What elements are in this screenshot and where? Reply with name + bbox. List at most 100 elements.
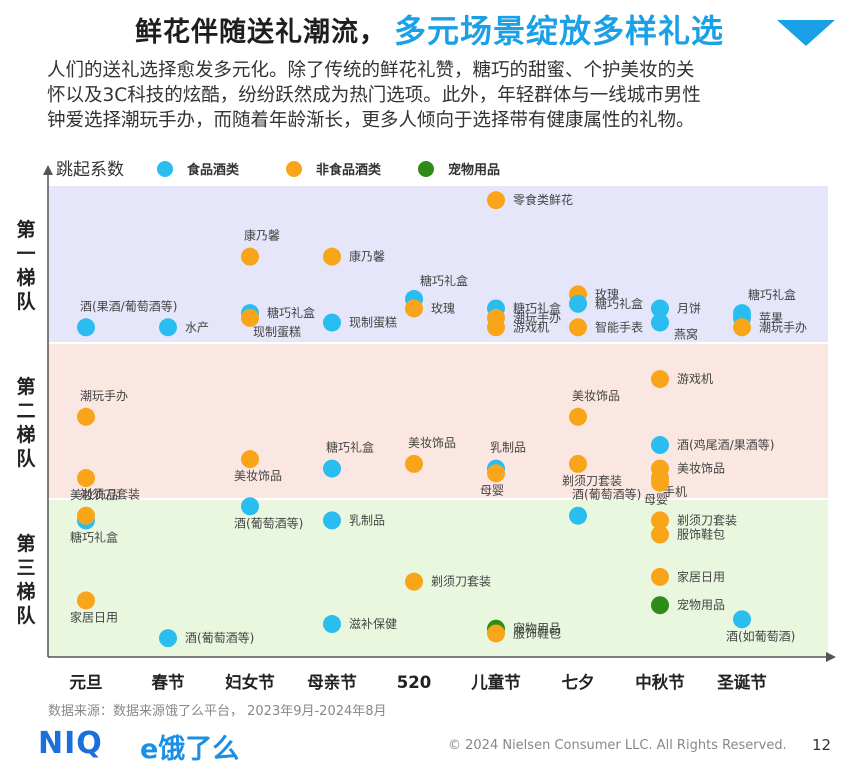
data-point bbox=[323, 459, 341, 478]
data-label: 乳制品 bbox=[349, 513, 385, 527]
data-label: 美妆饰品 bbox=[677, 462, 725, 476]
data-point bbox=[487, 318, 505, 337]
data-label: 母婴 bbox=[644, 493, 668, 507]
data-point bbox=[77, 506, 95, 525]
data-point bbox=[405, 299, 423, 318]
intro-line: 钟爱选择潮玩手办，而随着年龄渐长，更多人倾向于选择带有健康属性的礼物。 bbox=[47, 110, 695, 131]
data-label: 母婴 bbox=[480, 483, 504, 497]
tier-label-char: 队 bbox=[16, 447, 36, 470]
data-point bbox=[77, 469, 95, 488]
data-label: 美妆饰品 bbox=[70, 488, 118, 502]
x-tick-label: 520 bbox=[397, 673, 431, 692]
data-label: 剃须刀套装 bbox=[431, 575, 491, 589]
x-tick-label: 元旦 bbox=[70, 673, 103, 692]
data-label: 酒(葡萄酒等) bbox=[234, 516, 303, 530]
x-tick-label: 春节 bbox=[152, 672, 185, 692]
page-title-part2: 多元场景绽放多样礼选 bbox=[394, 12, 725, 50]
data-label: 酒(鸡尾酒/果酒等) bbox=[677, 437, 774, 452]
data-label: 服饰鞋包 bbox=[513, 625, 561, 640]
page-title-part1: 鲜花伴随送礼潮流， bbox=[135, 17, 387, 48]
data-point bbox=[323, 313, 341, 332]
data-label: 酒(果酒/葡萄酒等) bbox=[80, 299, 177, 313]
x-axis-arrow bbox=[826, 652, 836, 662]
data-label: 酒(葡萄酒等) bbox=[185, 631, 254, 645]
data-label: 燕窝 bbox=[674, 327, 698, 342]
data-point bbox=[323, 615, 341, 634]
data-point bbox=[487, 624, 505, 643]
data-point bbox=[651, 596, 669, 615]
data-point bbox=[651, 313, 669, 332]
data-point bbox=[405, 572, 423, 591]
data-label: 家居日用 bbox=[70, 609, 118, 624]
tier-label-char: 一 bbox=[16, 243, 35, 265]
data-point bbox=[651, 525, 669, 544]
tier-label-char: 二 bbox=[16, 400, 35, 422]
niq-logo: NIQ bbox=[38, 726, 103, 761]
tier-label-char: 第 bbox=[16, 218, 35, 241]
x-tick-label: 儿童节 bbox=[470, 672, 521, 692]
tier-label-char: 第 bbox=[16, 375, 35, 398]
tier-label-char: 梯 bbox=[16, 423, 35, 446]
data-label: 潮玩手办 bbox=[80, 388, 128, 403]
data-point bbox=[487, 464, 505, 483]
data-point bbox=[159, 318, 177, 337]
tier-band bbox=[48, 186, 828, 342]
data-label: 美妆饰品 bbox=[572, 389, 620, 403]
data-point bbox=[569, 454, 587, 473]
data-label: 宠物用品 bbox=[677, 597, 725, 612]
tier-band bbox=[48, 500, 828, 657]
data-label: 剃须刀套装 bbox=[677, 513, 737, 527]
data-label: 美妆饰品 bbox=[234, 469, 282, 483]
data-label: 糖巧礼盒 bbox=[326, 440, 374, 455]
data-point bbox=[569, 318, 587, 337]
data-point bbox=[651, 370, 669, 389]
data-label: 剃须刀套装 bbox=[562, 474, 622, 488]
data-label: 乳制品 bbox=[490, 441, 526, 455]
data-point bbox=[77, 407, 95, 426]
data-label: 服饰鞋包 bbox=[677, 527, 725, 542]
data-source-note: 数据来源：数据来源饿了么平台， 2023年9月-2024年8月 bbox=[48, 704, 387, 719]
data-label: 游戏机 bbox=[677, 372, 713, 386]
legend-label: 非食品酒类 bbox=[316, 162, 382, 178]
data-label: 零食类鲜花 bbox=[513, 192, 573, 207]
data-point bbox=[241, 308, 259, 327]
data-label: 康乃馨 bbox=[349, 249, 385, 264]
data-point bbox=[651, 436, 669, 455]
y-axis-label: 跳起系数 bbox=[56, 160, 124, 180]
page-number: 12 bbox=[812, 736, 832, 754]
intro-paragraph: 人们的送礼选择愈发多元化。除了传统的鲜花礼赞，糖巧的甜蜜、个护美妆的关 怀以及3… bbox=[47, 58, 837, 133]
data-label: 现制蛋糕 bbox=[253, 325, 301, 339]
data-point bbox=[569, 506, 587, 525]
data-point bbox=[651, 511, 669, 530]
data-label: 玫瑰 bbox=[595, 286, 619, 301]
data-point bbox=[241, 450, 259, 469]
data-point bbox=[651, 473, 669, 492]
data-point bbox=[241, 247, 259, 266]
x-tick-label: 中秋节 bbox=[635, 672, 685, 692]
legend-marker bbox=[157, 161, 173, 177]
data-label: 酒(葡萄酒等) bbox=[572, 488, 641, 502]
tier-label-char: 梯 bbox=[16, 266, 35, 289]
tier-label-char: 队 bbox=[16, 290, 36, 313]
data-point bbox=[569, 294, 587, 313]
data-label: 家居日用 bbox=[677, 569, 725, 584]
data-point bbox=[733, 318, 751, 337]
data-label: 康乃馨 bbox=[244, 228, 280, 243]
x-tick-label: 母亲节 bbox=[307, 672, 357, 692]
data-point bbox=[651, 567, 669, 586]
legend-label: 宠物用品 bbox=[448, 162, 500, 178]
legend-label: 食品酒类 bbox=[187, 162, 240, 178]
data-point bbox=[323, 511, 341, 530]
data-label: 糖巧礼盒 bbox=[267, 305, 315, 320]
data-label: 糖巧礼盒 bbox=[513, 300, 561, 315]
tier-label-char: 梯 bbox=[16, 580, 35, 603]
data-label: 糖巧礼盒 bbox=[595, 296, 643, 311]
data-label: 玫瑰 bbox=[431, 300, 455, 315]
x-tick-label: 圣诞节 bbox=[717, 672, 767, 692]
copyright-text: © 2024 Nielsen Consumer LLC. All Rights … bbox=[448, 738, 787, 753]
data-point bbox=[77, 318, 95, 337]
tier-label-char: 三 bbox=[16, 557, 35, 579]
data-label: 酒(如葡萄酒) bbox=[726, 628, 795, 643]
data-label: 糖巧礼盒 bbox=[420, 273, 468, 288]
